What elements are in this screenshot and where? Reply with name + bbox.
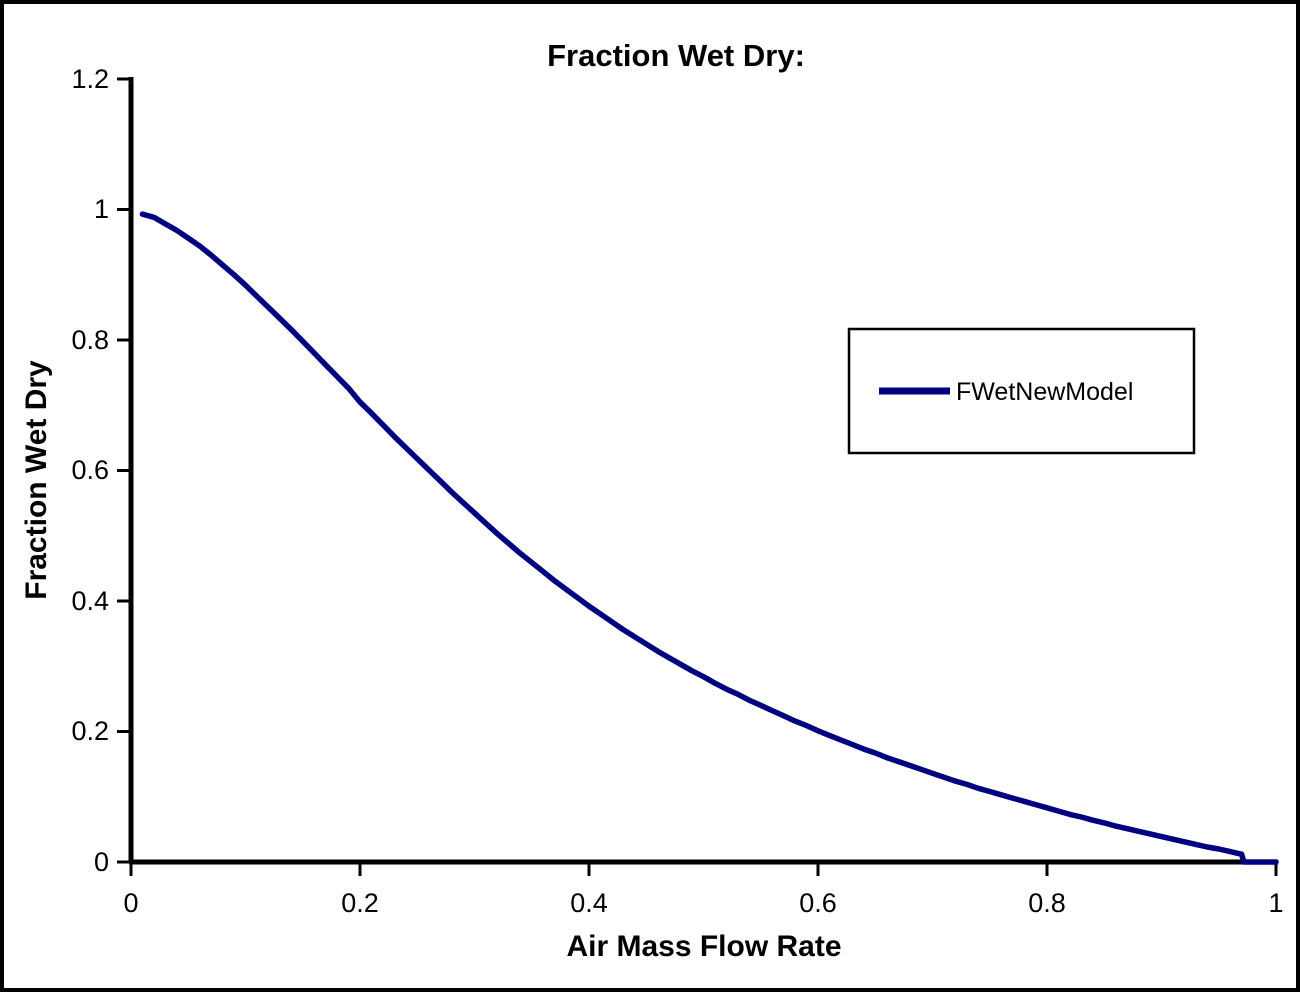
- x-tick-label: 1: [1268, 888, 1283, 918]
- chart-title: Fraction Wet Dry:: [547, 38, 805, 73]
- y-tick-label: 0.6: [71, 455, 109, 485]
- x-tick-label: 0: [123, 888, 138, 918]
- x-axis-title: Air Mass Flow Rate: [566, 930, 841, 963]
- y-tick-label: 0.2: [71, 716, 109, 746]
- y-tick-labels: 0 0.2 0.4 0.6 0.8 1 1.2: [71, 64, 109, 877]
- y-tick-label: 0.8: [71, 325, 109, 355]
- y-axis-title: Fraction Wet Dry: [20, 360, 53, 600]
- series-line: [139, 211, 1279, 865]
- y-tick-label: 1: [94, 194, 109, 224]
- x-tick-label: 0.4: [570, 888, 608, 918]
- x-tick-label: 0.6: [799, 888, 837, 918]
- legend-label: FWetNewModel: [956, 378, 1133, 406]
- y-tick-marks: [117, 77, 131, 864]
- chart-canvas: Fraction Wet Dry: 0 0.2 0.4: [20, 38, 1284, 963]
- x-tick-label: 0.2: [341, 888, 379, 918]
- legend-box: FWetNewModel: [847, 327, 1196, 455]
- x-tick-labels: 0 0.2 0.4 0.6 0.8 1: [123, 888, 1283, 918]
- y-tick-label: 0: [94, 847, 109, 877]
- x-tick-marks: [129, 862, 1278, 876]
- y-tick-label: 1.2: [71, 64, 109, 94]
- y-tick-label: 0.4: [71, 586, 109, 616]
- x-tick-label: 0.8: [1028, 888, 1066, 918]
